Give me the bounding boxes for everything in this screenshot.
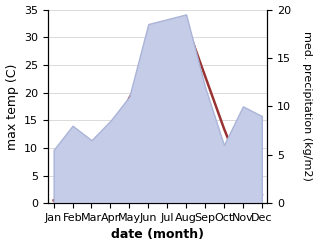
Y-axis label: max temp (C): max temp (C)	[5, 63, 18, 149]
Y-axis label: med. precipitation (kg/m2): med. precipitation (kg/m2)	[302, 31, 313, 181]
X-axis label: date (month): date (month)	[111, 228, 204, 242]
